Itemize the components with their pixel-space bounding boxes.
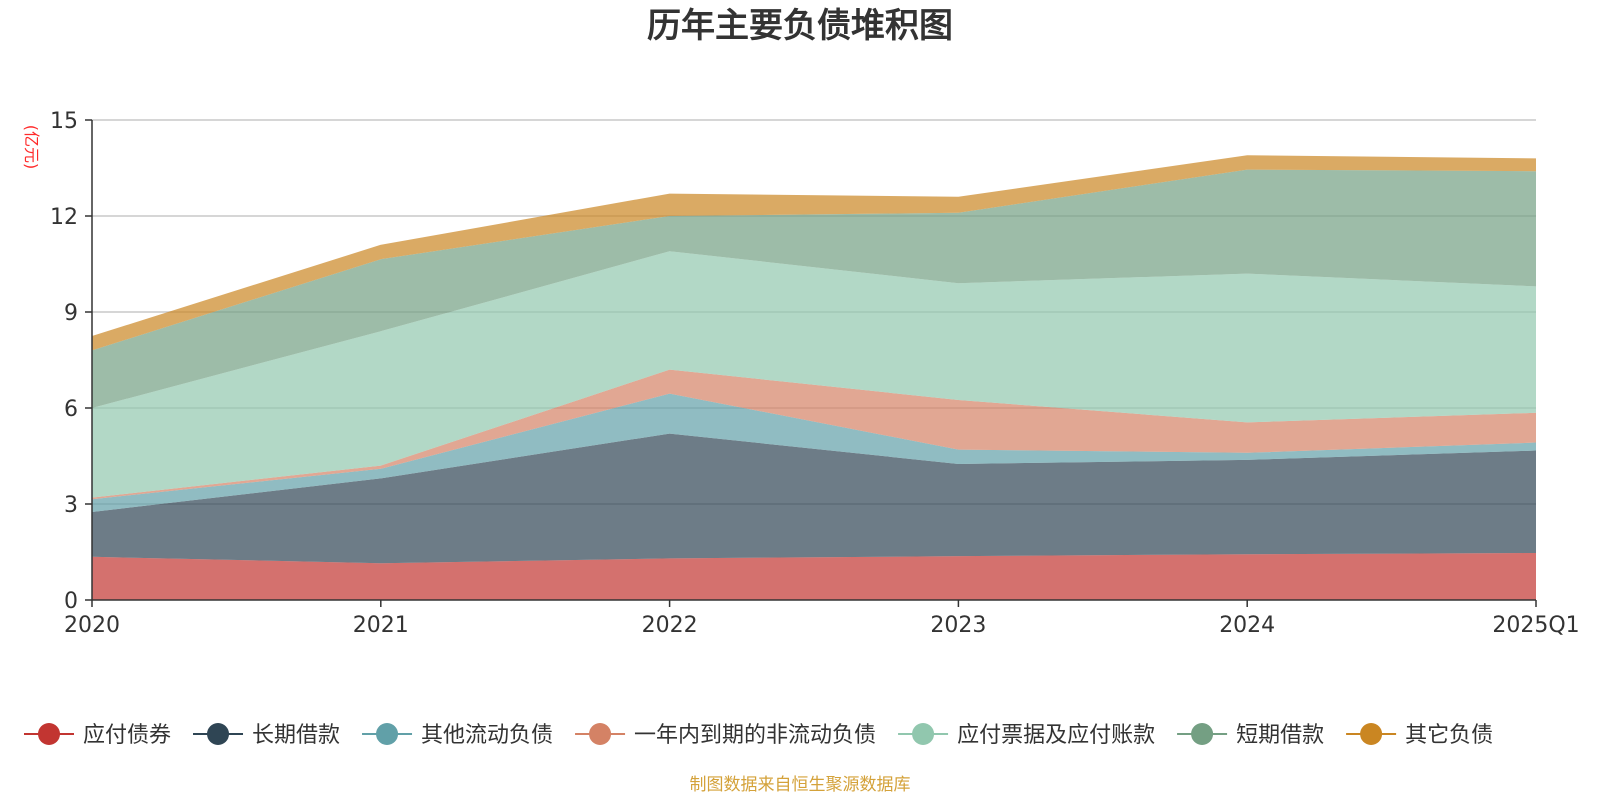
chart-title: 历年主要负债堆积图 <box>647 6 953 46</box>
x-tick-label-4: 2024 <box>1219 613 1275 638</box>
y-tick-label-12: 12 <box>50 205 78 230</box>
legend-label-5: 短期借款 <box>1236 723 1324 748</box>
legend: 应付债券 长期借款 其他流动负债 一年内到期的非流动负债 应付票据及应付账款 短期借款 其它… <box>24 723 1493 748</box>
legend-item-1: 长期借款 <box>193 723 340 748</box>
legend-label-2: 其他流动负债 <box>421 723 553 748</box>
x-tick-label-1: 2021 <box>353 613 409 638</box>
axes: 0 3 6 9 12 15 2020 2021 2022 2023 2024 2025Q1 <box>50 109 1580 638</box>
legend-item-0: 应付债券 <box>24 723 171 748</box>
series-areas <box>92 155 1536 600</box>
x-tick-label-3: 2023 <box>930 613 986 638</box>
legend-label-4: 应付票据及应付账款 <box>957 723 1155 748</box>
y-tick-label-6: 6 <box>64 397 78 422</box>
area-series-3 <box>92 369 1536 500</box>
legend-item-2: 其他流动负债 <box>362 723 553 748</box>
legend-label-1: 长期借款 <box>252 723 340 748</box>
y-tick-label-9: 9 <box>64 301 78 326</box>
legend-item-5: 短期借款 <box>1177 723 1324 748</box>
x-tick-label-5: 2025Q1 <box>1492 613 1579 638</box>
y-tick-label-3: 3 <box>64 493 78 518</box>
legend-marker-2 <box>376 723 399 745</box>
area-series-4 <box>92 251 1536 498</box>
legend-marker-6 <box>1360 723 1383 745</box>
legend-marker-0 <box>38 723 60 745</box>
legend-item-6: 其它负债 <box>1346 723 1493 748</box>
legend-item-3: 一年内到期的非流动负债 <box>575 723 876 748</box>
x-tick-label-2: 2022 <box>642 613 698 638</box>
legend-item-4: 应付票据及应付账款 <box>898 723 1155 748</box>
legend-marker-3 <box>589 723 612 745</box>
area-series-1 <box>92 433 1536 564</box>
legend-marker-1 <box>207 723 230 745</box>
area-series-6 <box>92 155 1536 351</box>
legend-label-3: 一年内到期的非流动负债 <box>634 723 876 748</box>
legend-label-0: 应付债券 <box>83 723 171 748</box>
legend-label-6: 其它负债 <box>1405 723 1493 748</box>
area-series-0 <box>92 552 1536 600</box>
y-tick-label-0: 0 <box>64 589 78 614</box>
data-source-note: 制图数据来自恒生聚源数据库 <box>690 775 911 795</box>
x-tick-label-0: 2020 <box>64 613 120 638</box>
y-axis-unit-label: (亿元) <box>22 125 41 170</box>
legend-marker-5 <box>1191 723 1214 745</box>
legend-marker-4 <box>912 723 935 745</box>
y-tick-label-15: 15 <box>50 109 78 134</box>
area-series-5 <box>92 169 1536 408</box>
